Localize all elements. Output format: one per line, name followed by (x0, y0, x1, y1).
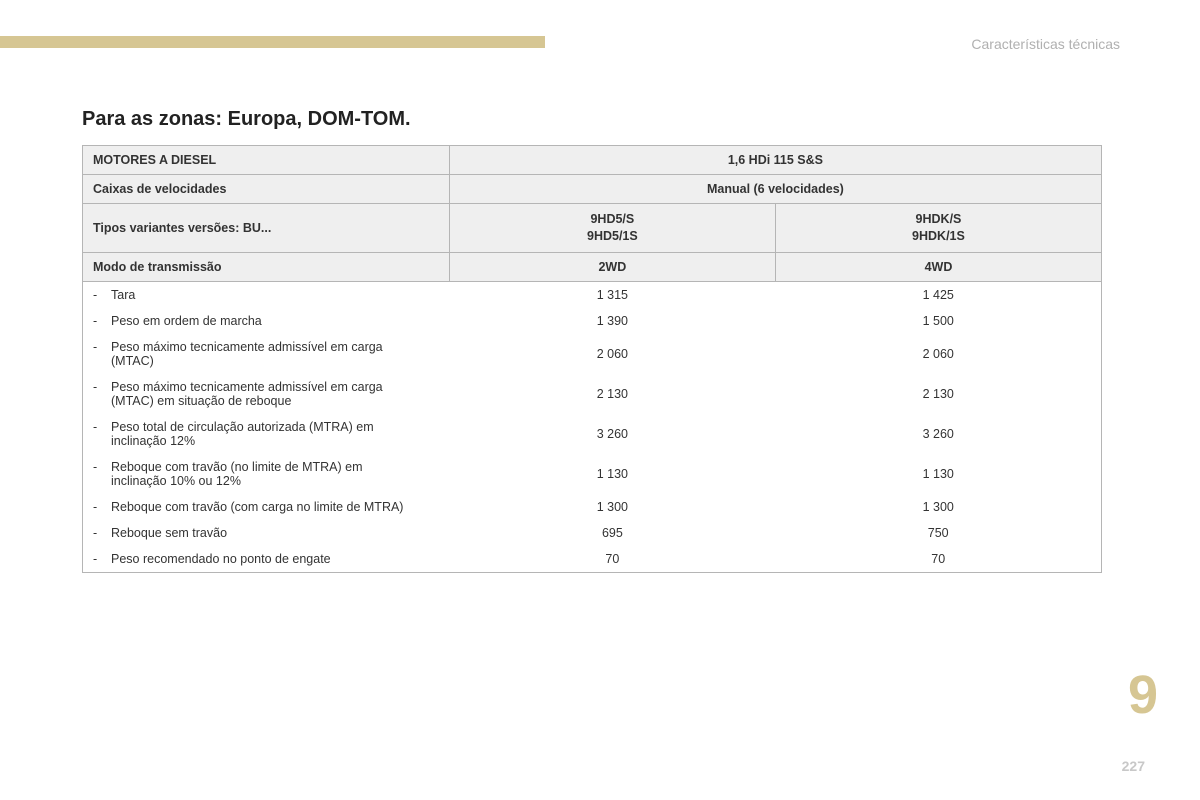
row-value-4wd: 1 300 (775, 494, 1101, 520)
th-gearbox-label: Caixas de velocidades (83, 175, 450, 204)
row-value-4wd: 1 130 (775, 454, 1101, 494)
row-label: -Tara (83, 281, 450, 308)
page-content: Para as zonas: Europa, DOM-TOM. MOTORES … (82, 108, 1102, 573)
row-value-4wd: 2 130 (775, 374, 1101, 414)
table-row: -Peso recomendado no ponto de engate7070 (83, 546, 1102, 573)
row-value-4wd: 70 (775, 546, 1101, 573)
table-row: -Reboque sem travão695750 (83, 520, 1102, 546)
table-row: -Peso máximo tecnicamente admissível em … (83, 374, 1102, 414)
row-value-2wd: 1 315 (449, 281, 775, 308)
table-row: -Reboque com travão (com carga no limite… (83, 494, 1102, 520)
table-row: -Peso em ordem de marcha1 3901 500 (83, 308, 1102, 334)
section-label: Características técnicas (971, 36, 1120, 52)
th-transmission-label: Modo de transmissão (83, 252, 450, 281)
row-value-4wd: 3 260 (775, 414, 1101, 454)
table-row: -Peso máximo tecnicamente admissível em … (83, 334, 1102, 374)
row-label: -Peso máximo tecnicamente admissível em … (83, 334, 450, 374)
page-title: Para as zonas: Europa, DOM-TOM. (82, 108, 1102, 131)
row-value-4wd: 2 060 (775, 334, 1101, 374)
row-value-4wd: 750 (775, 520, 1101, 546)
row-value-2wd: 70 (449, 546, 775, 573)
table-row: -Tara1 3151 425 (83, 281, 1102, 308)
row-label: -Reboque com travão (no limite de MTRA) … (83, 454, 450, 494)
row-label: -Reboque sem travão (83, 520, 450, 546)
row-value-2wd: 1 130 (449, 454, 775, 494)
row-label: -Peso em ordem de marcha (83, 308, 450, 334)
th-transmission-col2: 4WD (775, 252, 1101, 281)
row-label: -Peso recomendado no ponto de engate (83, 546, 450, 573)
th-engines-value: 1,6 HDi 115 S&S (449, 146, 1101, 175)
specs-table: MOTORES A DIESEL 1,6 HDi 115 S&S Caixas … (82, 145, 1102, 573)
table-row: -Reboque com travão (no limite de MTRA) … (83, 454, 1102, 494)
row-value-2wd: 3 260 (449, 414, 775, 454)
th-variants-col1: 9HD5/S9HD5/1S (449, 204, 775, 253)
row-label: -Peso máximo tecnicamente admissível em … (83, 374, 450, 414)
row-value-2wd: 1 300 (449, 494, 775, 520)
chapter-number: 9 (1128, 664, 1158, 726)
row-label: -Peso total de circulação autorizada (MT… (83, 414, 450, 454)
table-row: -Peso total de circulação autorizada (MT… (83, 414, 1102, 454)
specs-table-body: -Tara1 3151 425-Peso em ordem de marcha1… (83, 281, 1102, 572)
row-label: -Reboque com travão (com carga no limite… (83, 494, 450, 520)
top-accent-bar (0, 36, 545, 48)
row-value-4wd: 1 500 (775, 308, 1101, 334)
row-value-2wd: 1 390 (449, 308, 775, 334)
th-gearbox-value: Manual (6 velocidades) (449, 175, 1101, 204)
row-value-2wd: 695 (449, 520, 775, 546)
th-variants-col2: 9HDK/S9HDK/1S (775, 204, 1101, 253)
th-engines-label: MOTORES A DIESEL (83, 146, 450, 175)
th-transmission-col1: 2WD (449, 252, 775, 281)
page-number: 227 (1122, 758, 1145, 774)
row-value-2wd: 2 060 (449, 334, 775, 374)
th-variants-label: Tipos variantes versões: BU... (83, 204, 450, 253)
row-value-2wd: 2 130 (449, 374, 775, 414)
row-value-4wd: 1 425 (775, 281, 1101, 308)
